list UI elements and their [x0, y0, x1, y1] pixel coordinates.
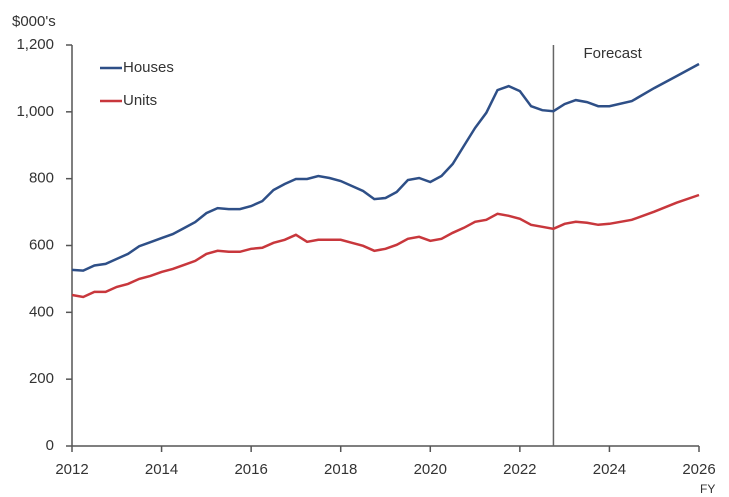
- y-tick-label: 1,200: [16, 36, 54, 53]
- y-tick-label: 200: [29, 370, 54, 387]
- line: [71, 193, 700, 299]
- y-tick-label: 0: [46, 437, 54, 454]
- x-tick-label: 2024: [593, 461, 626, 478]
- legend-label: Units: [123, 92, 157, 109]
- x-tick-label: 2012: [55, 461, 88, 478]
- x-axis-label: FY: [700, 482, 715, 496]
- y-axis-label: $000's: [12, 13, 56, 30]
- y-tick-label: 400: [29, 303, 54, 320]
- legend-label: Houses: [123, 59, 174, 76]
- x-tick-label: 2016: [234, 461, 267, 478]
- y-tick-label: 1,000: [16, 103, 54, 120]
- x-tick-label: 2020: [414, 461, 447, 478]
- y-tick-label: 600: [29, 236, 54, 253]
- x-tick-label: 2026: [682, 461, 715, 478]
- annotation: Forecast: [583, 45, 642, 62]
- x-tick-label: 2014: [145, 461, 178, 478]
- x-tick-label: 2018: [324, 461, 357, 478]
- line: [71, 62, 700, 272]
- y-tick-label: 800: [29, 170, 54, 187]
- x-tick-label: 2022: [503, 461, 536, 478]
